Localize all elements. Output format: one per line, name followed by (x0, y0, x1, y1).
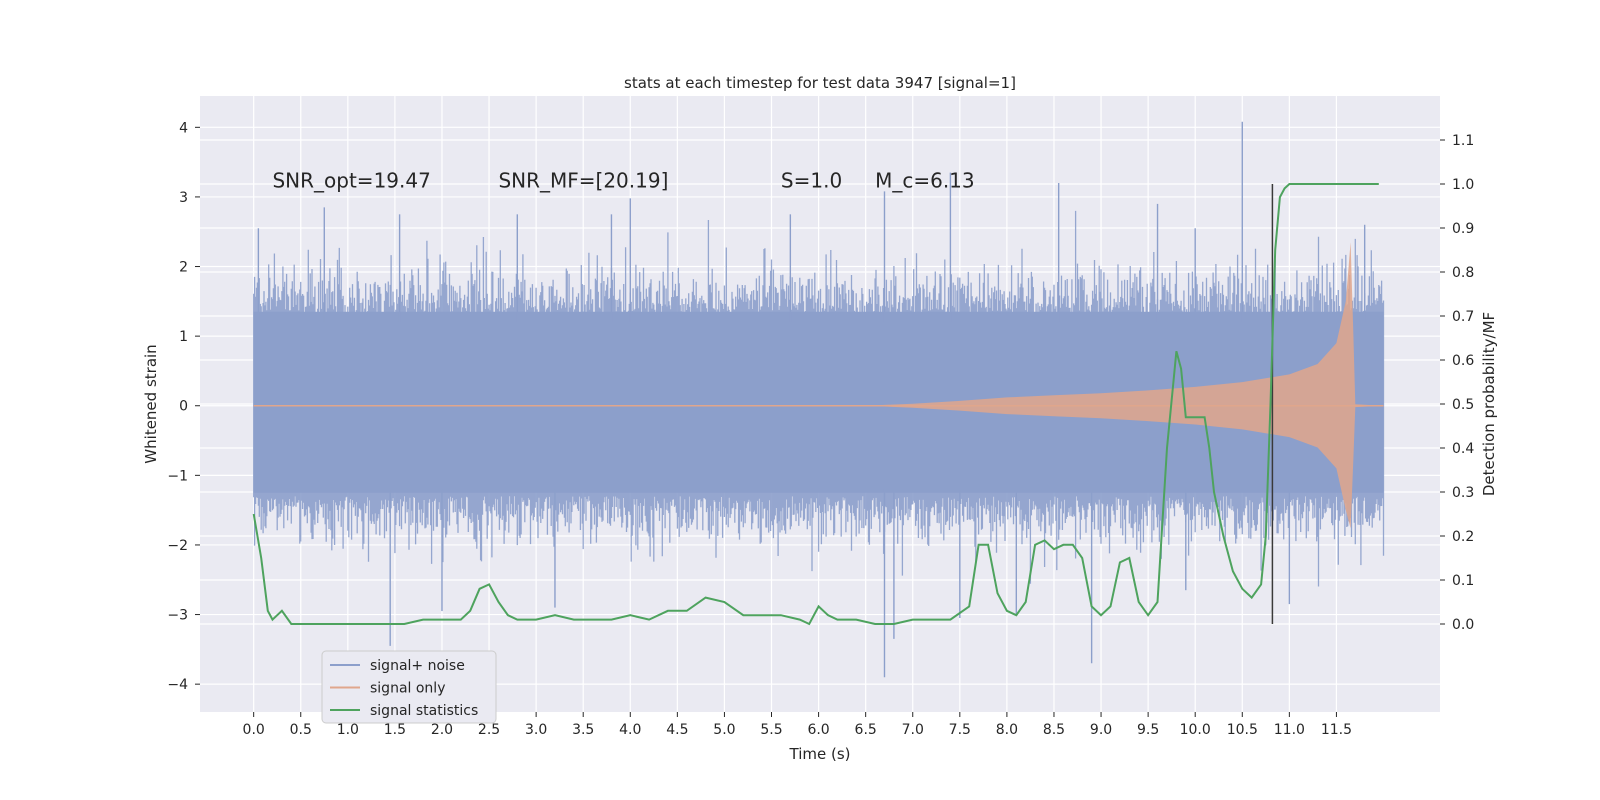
x-tick-label: 6.5 (855, 722, 877, 738)
x-tick-label: 1.5 (384, 722, 406, 738)
y-right-tick-label: 0.7 (1452, 309, 1474, 325)
x-tick-label: 11.5 (1321, 722, 1352, 738)
x-tick-label: 9.5 (1137, 722, 1159, 738)
x-tick-label: 7.5 (949, 722, 971, 738)
x-tick-label: 8.0 (996, 722, 1018, 738)
x-tick-label: 10.5 (1227, 722, 1258, 738)
x-tick-label: 3.0 (525, 722, 547, 738)
x-tick-label: 0.5 (290, 722, 312, 738)
y-tick-label: −1 (167, 468, 188, 484)
x-tick-label: 10.0 (1180, 722, 1211, 738)
y-right-tick-label: 0.8 (1452, 265, 1474, 281)
y-tick-label: 4 (179, 120, 188, 136)
x-tick-label: 4.0 (619, 722, 641, 738)
x-tick-label: 9.0 (1090, 722, 1112, 738)
y-right-tick-label: 0.1 (1452, 573, 1474, 589)
x-tick-label: 7.0 (902, 722, 924, 738)
legend-label: signal+ noise (370, 658, 465, 674)
y-right-tick-label: 0.6 (1452, 353, 1474, 369)
x-tick-label: 6.0 (807, 722, 829, 738)
y-tick-label: 2 (179, 260, 188, 276)
x-tick-label: 2.5 (478, 722, 500, 738)
x-tick-label: 8.5 (1043, 722, 1065, 738)
signal-envelope (865, 242, 1384, 529)
y-right-tick-label: 0.3 (1452, 485, 1474, 501)
chart-title: stats at each timestep for test data 394… (624, 74, 1016, 92)
y-axis-label: Whitened strain (142, 344, 160, 463)
x-tick-label: 1.0 (337, 722, 359, 738)
y-right-tick-label: 0.5 (1452, 397, 1474, 413)
y-right-tick-label: 1.1 (1452, 133, 1474, 149)
x-axis-label: Time (s) (789, 745, 851, 763)
x-tick-label: 0.0 (243, 722, 265, 738)
x-tick-label: 11.0 (1274, 722, 1305, 738)
y-axis-right-label: Detection probability/MF (1480, 312, 1498, 496)
signal-only-series (253, 242, 1384, 529)
x-tick-label: 5.0 (713, 722, 735, 738)
annotation-text: SNR_MF=[20.19] (498, 169, 668, 193)
y-tick-label: 0 (179, 399, 188, 415)
y-right-tick-label: 0.2 (1452, 529, 1474, 545)
y-tick-label: −2 (167, 538, 188, 554)
y-tick-label: 3 (179, 190, 188, 206)
legend-label: signal only (370, 681, 445, 697)
signal-statistics-line (252, 183, 1379, 626)
y-right-tick-label: 0.9 (1452, 221, 1474, 237)
legend-box (321, 650, 497, 724)
x-tick-label: 2.0 (431, 722, 453, 738)
y-tick-label: −3 (167, 608, 188, 624)
annotation-text: M_c=6.13 (875, 169, 975, 193)
annotation-text: S=1.0 (781, 169, 842, 193)
annotation-text: SNR_opt=19.47 (272, 169, 430, 193)
x-tick-label: 5.5 (760, 722, 782, 738)
x-tick-label: 3.5 (572, 722, 594, 738)
legend-label: signal statistics (370, 703, 478, 719)
y-tick-label: −4 (167, 677, 188, 693)
y-right-tick-label: 1.0 (1452, 177, 1474, 193)
y-right-tick-label: 0.4 (1452, 441, 1474, 457)
y-tick-label: 1 (179, 329, 188, 345)
x-tick-label: 4.5 (666, 722, 688, 738)
y-right-tick-label: 0.0 (1452, 617, 1474, 633)
